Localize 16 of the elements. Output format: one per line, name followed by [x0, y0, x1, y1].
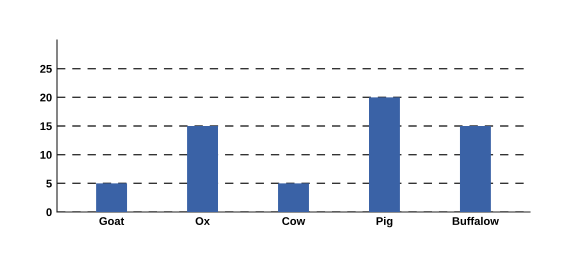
x-tick-label: Ox: [196, 217, 210, 226]
y-tick-label: 0: [46, 208, 52, 216]
x-tick-label: Buffalow: [452, 216, 499, 226]
y-tick-label: 15: [40, 122, 52, 130]
bar: [187, 126, 218, 212]
bar: [369, 97, 400, 212]
x-tick-label: Pig: [376, 216, 392, 228]
y-tick-label: 10: [40, 150, 52, 159]
x-tick-label: Cow: [282, 217, 306, 226]
y-tick-label: 5: [46, 180, 52, 188]
y-tick-label: 25: [40, 64, 52, 73]
x-tick-label: Goat: [99, 217, 124, 226]
bar: [96, 183, 128, 212]
bar: [278, 183, 309, 212]
bar: [460, 126, 491, 212]
y-tick-label: 20: [40, 94, 52, 102]
